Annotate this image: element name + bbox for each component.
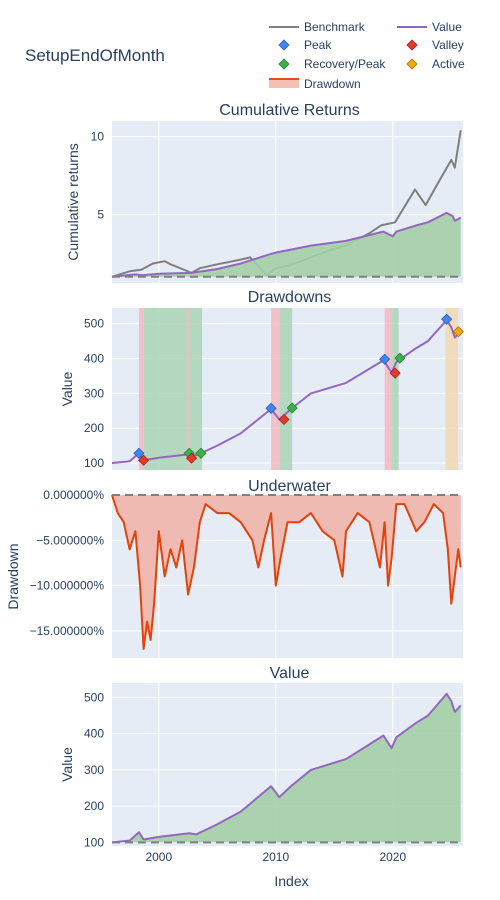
marker-valley [138, 454, 150, 466]
legend-drawdown-label: Drawdown [304, 77, 361, 91]
y-tick-label: 500 [84, 317, 104, 331]
y-tick-label: −10.000000% [30, 579, 105, 593]
marker-peak [441, 313, 453, 325]
legend-drawdown-band [269, 79, 299, 88]
series-line-value [111, 692, 462, 844]
marker-valley [389, 367, 401, 379]
band-active [445, 308, 459, 470]
legend: Benchmark Value Peak Valley Recovery/Pea… [269, 20, 465, 91]
y-tick-label: 300 [84, 763, 104, 777]
y-tick-label: 100 [84, 456, 104, 470]
y-axis-label: Cumulative returns [65, 143, 81, 261]
legend-benchmark-label: Benchmark [304, 20, 366, 34]
y-tick-label: 200 [84, 421, 104, 435]
marker-peak [265, 402, 277, 414]
band-drawdown [384, 308, 392, 470]
legend-recovery-label: Recovery/Peak [304, 57, 386, 71]
panel-title: Drawdowns [248, 289, 332, 306]
y-tick-label: 200 [84, 799, 104, 813]
y-tick-label: 500 [84, 690, 104, 704]
legend-item-drawdown[interactable]: Drawdown [269, 77, 361, 91]
marker-recovery-peak [195, 447, 207, 459]
panels: 5 10 Cumulative Returns Cumulative returns 1… [5, 102, 464, 889]
y-axis-label: Value [59, 747, 75, 782]
legend-recovery-diamond [278, 58, 290, 70]
band-drawdown [271, 308, 280, 470]
y-tick-label: −5.000000% [36, 533, 104, 547]
marker-valley [278, 413, 290, 426]
y-axis-label: Drawdown [5, 543, 21, 609]
band-recovery [391, 308, 399, 470]
y-tick-label: 400 [84, 352, 104, 366]
marker-recovery-peak [394, 352, 406, 364]
panel-title: Value [270, 665, 310, 682]
x-tick-label: 2000 [145, 850, 172, 864]
marker-active [452, 326, 464, 338]
panel-1: 100 200 300 400 500 Drawdowns Value [59, 289, 464, 470]
legend-valley-label: Valley [432, 38, 464, 52]
legend-item-peak[interactable]: Peak [278, 38, 332, 52]
legend-peak-label: Peak [304, 38, 332, 52]
marker-valley [185, 452, 198, 464]
series-fill-value [112, 693, 461, 843]
legend-active-label: Active [432, 57, 465, 71]
y-tick-label: 100 [84, 835, 104, 849]
y-tick-label: 5 [97, 207, 104, 221]
series-fill-value [112, 212, 461, 277]
legend-peak-diamond [278, 39, 290, 51]
panel-title: Underwater [248, 478, 331, 495]
y-tick-label: 300 [84, 386, 104, 400]
marker-peak [379, 353, 391, 365]
panel-2: 0.000000% −5.000000% −10.000000% −15.000000… [5, 478, 463, 658]
legend-value-label: Value [432, 20, 462, 34]
page-title: SetupEndOfMonth [25, 46, 165, 65]
series-line-drawdown [111, 494, 462, 650]
legend-item-valley[interactable]: Valley [406, 38, 464, 52]
marker-peak [133, 447, 145, 459]
x-tick-label: 2020 [379, 850, 406, 864]
legend-item-benchmark[interactable]: Benchmark [269, 20, 366, 34]
marker-recovery-peak [286, 402, 298, 414]
series-line-value [111, 211, 462, 278]
band-recovery [279, 308, 293, 470]
panel-0: 5 10 Cumulative Returns Cumulative returns [65, 102, 463, 283]
x-tick-label: 2010 [262, 850, 289, 864]
band-drawdown [138, 308, 144, 470]
panel-title: Cumulative Returns [219, 102, 360, 119]
legend-item-value[interactable]: Value [397, 20, 462, 34]
series-fill-drawdown [112, 495, 461, 649]
legend-active-diamond [406, 58, 418, 70]
y-tick-label: 10 [91, 130, 105, 144]
band-recovery [143, 308, 203, 470]
y-tick-label: 400 [84, 727, 104, 741]
band-drawdown [186, 308, 190, 470]
y-tick-label: −15.000000% [30, 624, 105, 638]
x-axis-label: Index [274, 873, 308, 889]
legend-valley-diamond [406, 39, 418, 51]
panel-3: 100 200 300 400 500 2000 2010 2020 Value Value Ind… [59, 665, 463, 889]
legend-item-recovery[interactable]: Recovery/Peak [278, 57, 386, 71]
y-axis-label: Value [59, 371, 75, 406]
legend-item-active[interactable]: Active [406, 57, 465, 71]
y-tick-label: 0.000000% [43, 488, 104, 502]
